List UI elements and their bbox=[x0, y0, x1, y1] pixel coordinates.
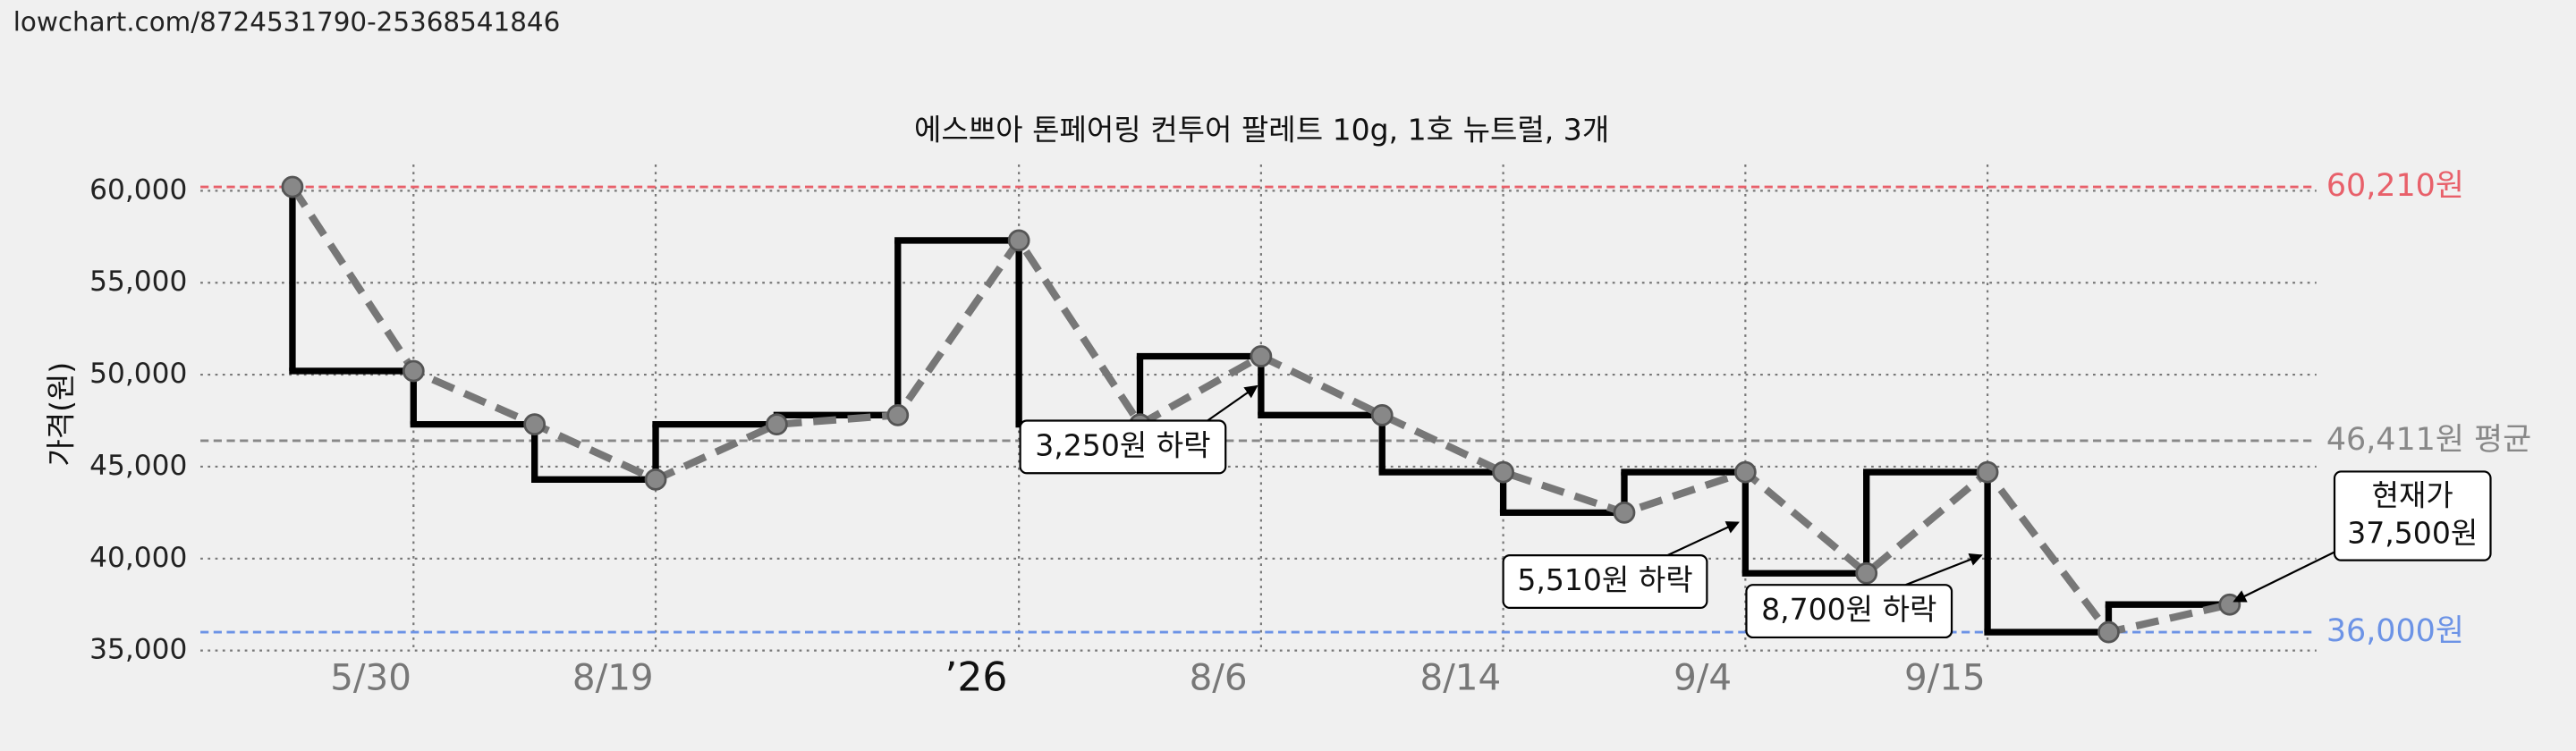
price-point bbox=[1976, 460, 1999, 484]
price-point bbox=[402, 359, 425, 383]
annotation-box bbox=[1745, 584, 1953, 639]
reference-label: 36,000원 bbox=[2326, 613, 2464, 649]
annotation-box bbox=[1502, 554, 1708, 609]
price-point bbox=[1613, 501, 1636, 524]
annotation-arrow bbox=[2233, 551, 2335, 603]
reference-label: 60,210원 bbox=[2326, 168, 2464, 204]
annotation-arrow bbox=[1905, 553, 1983, 586]
y-tick-label: 55,000 bbox=[89, 266, 187, 298]
reference-label: 46,411원 평균 bbox=[2326, 422, 2531, 458]
x-tick-label: 8/14 bbox=[1420, 656, 1502, 699]
price-point bbox=[1370, 403, 1394, 426]
price-point bbox=[1250, 345, 1273, 367]
annotation-arrow bbox=[1666, 521, 1740, 557]
price-point bbox=[766, 413, 788, 436]
annotation-box bbox=[1019, 419, 1227, 475]
annotation-text: 37,500원 bbox=[2347, 516, 2478, 551]
price-point bbox=[886, 403, 910, 426]
annotation-text: 8,700원 하락 bbox=[1761, 592, 1936, 627]
y-tick-label: 45,000 bbox=[89, 450, 187, 482]
x-tick-label: 8/19 bbox=[572, 656, 654, 699]
price-point bbox=[523, 413, 547, 436]
x-tick-label: 5/30 bbox=[330, 656, 411, 699]
url: lowchart.com/8724531790-25368541846 bbox=[13, 7, 561, 38]
y-tick-label: 60,000 bbox=[89, 173, 187, 206]
x-tick-label: 9/4 bbox=[1674, 656, 1732, 699]
price-point bbox=[644, 468, 667, 491]
price-point bbox=[2097, 620, 2120, 644]
price-point bbox=[2218, 593, 2241, 616]
x-tick-label: 9/15 bbox=[1904, 656, 1986, 699]
y-tick-label: 50,000 bbox=[89, 358, 187, 390]
chart-title: 에스쁘아 톤페어링 컨투어 팔레트 10g, 1호 뉴트럴, 3개 bbox=[914, 113, 1609, 148]
price-point bbox=[1733, 460, 1757, 484]
price-point bbox=[1007, 229, 1030, 252]
price-point bbox=[281, 175, 304, 198]
annotation-box bbox=[2333, 470, 2492, 561]
annotation-arrow bbox=[1207, 384, 1258, 422]
annotation-text: 5,510원 하락 bbox=[1517, 562, 1692, 597]
annotation-text: 3,250원 하락 bbox=[1035, 427, 1210, 462]
y-tick-label: 40,000 bbox=[89, 542, 187, 574]
price-point bbox=[1492, 460, 1515, 484]
y-axis-label: 가격(원) bbox=[43, 362, 78, 467]
x-tick-label: ’26 bbox=[945, 655, 1007, 701]
y-tick-label: 35,000 bbox=[89, 634, 187, 666]
annotation-text: 현재가 bbox=[2372, 477, 2453, 512]
price-point bbox=[1855, 561, 1878, 585]
x-tick-label: 8/6 bbox=[1190, 656, 1248, 699]
